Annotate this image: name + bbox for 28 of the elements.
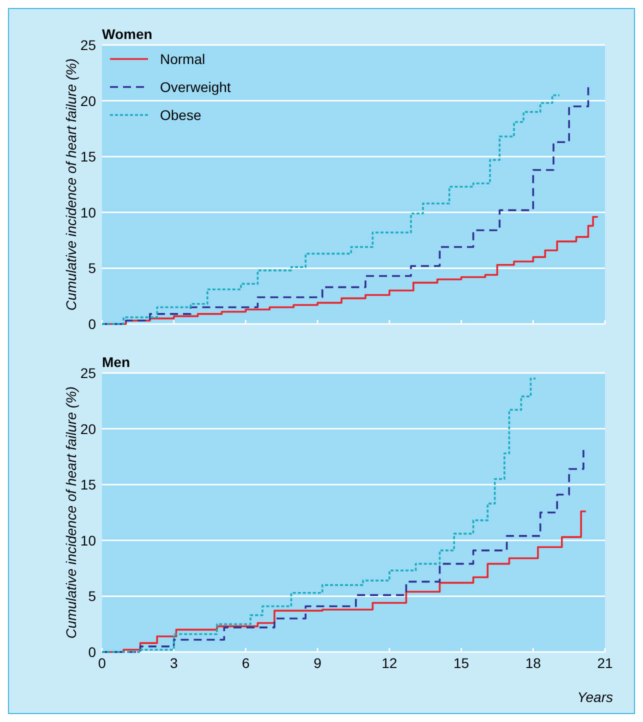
y-tick-label: 25	[80, 37, 96, 53]
y-tick-label: 20	[80, 420, 96, 437]
x-tick-label: 9	[314, 655, 322, 671]
y-tick-label: 5	[88, 260, 96, 276]
legend-label: Normal	[160, 51, 206, 67]
x-tick-label: 0	[98, 655, 106, 671]
chart-title: Men	[102, 354, 130, 370]
y-tick-label: 10	[80, 532, 96, 548]
chart-title: Women	[102, 26, 152, 42]
legend-label: Obese	[160, 107, 202, 123]
y-tick-label: 10	[80, 204, 96, 220]
y-tick-label: 0	[88, 644, 96, 660]
y-axis-title: Cumulative incidence of heart failure (%)	[63, 58, 79, 311]
legend-label: Overweight	[160, 79, 231, 95]
y-tick-label: 0	[88, 316, 96, 332]
x-tick-label: 15	[453, 655, 470, 671]
x-tick-label: 21	[597, 655, 613, 671]
x-tick-label: 18	[525, 655, 542, 671]
y-tick-label: 20	[80, 92, 96, 109]
y-tick-label: 5	[88, 588, 96, 604]
y-axis-title: Cumulative incidence of heart failure (%)	[63, 386, 79, 639]
x-tick-label: 12	[382, 655, 398, 671]
x-tick-label: 6	[242, 655, 250, 671]
y-tick-label: 15	[80, 148, 96, 165]
x-axis-title: Years	[577, 689, 613, 705]
x-tick-label: 3	[170, 655, 178, 671]
y-tick-label: 25	[80, 365, 96, 381]
y-tick-label: 15	[80, 476, 96, 493]
